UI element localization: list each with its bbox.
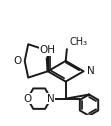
Text: O: O xyxy=(14,56,22,66)
Text: O: O xyxy=(23,94,32,104)
Text: N: N xyxy=(86,66,94,76)
Text: N: N xyxy=(47,94,55,104)
Text: OH: OH xyxy=(40,45,56,55)
Text: CH₃: CH₃ xyxy=(69,37,87,47)
